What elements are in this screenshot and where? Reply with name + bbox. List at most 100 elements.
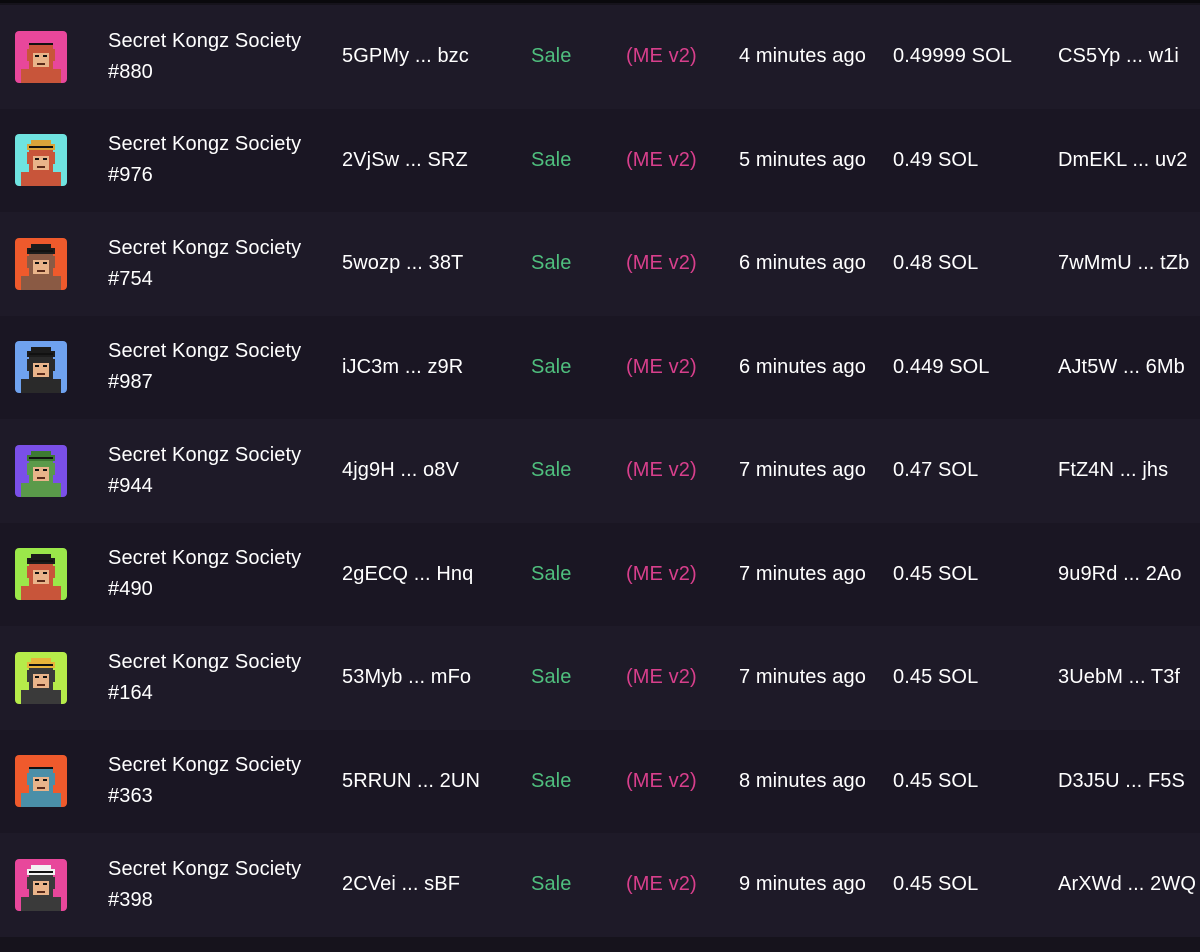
nft-thumbnail[interactable]	[15, 651, 67, 704]
transaction-signature[interactable]: 53Myb ... mFo	[342, 666, 472, 689]
transaction-signature-cell[interactable]: 53Myb ... mFo	[342, 626, 522, 730]
sale-price-cell: 0.449 SOL	[893, 316, 1033, 420]
nft-name-cell[interactable]: Secret Kongz Society #754	[108, 212, 308, 316]
buyer-address-cell[interactable]: DmEKL ... uv2	[1058, 109, 1198, 213]
table-row[interactable]: Secret Kongz Society #754 5wozp ... 38T Sa…	[0, 212, 1200, 316]
kong-nft-thumbnail-icon	[15, 444, 67, 497]
nft-name[interactable]: Secret Kongz Society #944	[108, 443, 302, 497]
table-row[interactable]: Secret Kongz Society #976 2VjSw ... SRZ Sa…	[0, 108, 1200, 213]
marketplace-label: (ME v2)	[626, 252, 697, 275]
transaction-signature[interactable]: 5wozp ... 38T	[342, 252, 464, 275]
transaction-time-cell: 6 minutes ago	[739, 212, 879, 316]
transaction-signature[interactable]: 5GPMy ... bzc	[342, 45, 469, 68]
nft-name[interactable]: Secret Kongz Society #976	[108, 133, 302, 187]
nft-name[interactable]: Secret Kongz Society #754	[108, 236, 302, 290]
transaction-signature[interactable]: 2CVei ... sBF	[342, 873, 461, 896]
marketplace-label-cell: (ME v2)	[626, 626, 726, 730]
nft-name-cell[interactable]: Secret Kongz Society #363	[108, 730, 308, 834]
nft-thumbnail[interactable]	[15, 30, 67, 83]
transaction-signature-cell[interactable]: 5GPMy ... bzc	[342, 5, 522, 109]
buyer-address-cell[interactable]: 3UebM ... T3f	[1058, 626, 1198, 730]
transaction-signature-cell[interactable]: 4jg9H ... o8V	[342, 419, 522, 523]
nft-name-cell[interactable]: Secret Kongz Society #944	[108, 419, 308, 523]
nft-name[interactable]: Secret Kongz Society #490	[108, 547, 302, 601]
buyer-address[interactable]: CS5Yp ... w1i	[1058, 45, 1179, 68]
kong-nft-thumbnail-icon	[15, 30, 67, 83]
buyer-address-cell[interactable]: AJt5W ... 6Mb	[1058, 316, 1198, 420]
buyer-address[interactable]: ArXWd ... 2WQ	[1058, 873, 1196, 896]
buyer-address[interactable]: DmEKL ... uv2	[1058, 148, 1188, 171]
table-row[interactable]: Secret Kongz Society #944 4jg9H ... o8V Sa…	[0, 419, 1200, 523]
buyer-address-cell[interactable]: 7wMmU ... tZb	[1058, 212, 1198, 316]
nft-name-cell[interactable]: Secret Kongz Society #398	[108, 833, 308, 937]
table-row[interactable]: Secret Kongz Society #987 iJC3m ... z9R Sa…	[0, 315, 1200, 420]
buyer-address-cell[interactable]: ArXWd ... 2WQ	[1058, 833, 1198, 937]
sale-price-cell: 0.45 SOL	[893, 730, 1033, 834]
nft-name[interactable]: Secret Kongz Society #987	[108, 340, 302, 394]
transaction-type-cell: Sale	[531, 109, 611, 213]
transaction-time-cell: 7 minutes ago	[739, 626, 879, 730]
transaction-signature-cell[interactable]: 2gECQ ... Hnq	[342, 523, 522, 627]
nft-thumbnail[interactable]	[15, 858, 67, 911]
transaction-time: 7 minutes ago	[739, 459, 866, 482]
transaction-signature-cell[interactable]: iJC3m ... z9R	[342, 316, 522, 420]
sale-price-cell: 0.47 SOL	[893, 419, 1033, 523]
buyer-address[interactable]: 7wMmU ... tZb	[1058, 252, 1190, 275]
transaction-type-cell: Sale	[531, 419, 611, 523]
table-row[interactable]: Secret Kongz Society #164 53Myb ... mFo Sa…	[0, 626, 1200, 730]
buyer-address-cell[interactable]: FtZ4N ... jhs	[1058, 419, 1198, 523]
sale-price-cell: 0.45 SOL	[893, 833, 1033, 937]
nft-name[interactable]: Secret Kongz Society #363	[108, 754, 302, 808]
nft-thumbnail[interactable]	[15, 548, 67, 601]
nft-name-cell[interactable]: Secret Kongz Society #164	[108, 626, 308, 730]
transaction-time-cell: 7 minutes ago	[739, 523, 879, 627]
transaction-type: Sale	[531, 45, 572, 68]
nft-thumbnail[interactable]	[15, 134, 67, 187]
sale-price: 0.49999 SOL	[893, 45, 1012, 68]
buyer-address-cell[interactable]: D3J5U ... F5S	[1058, 730, 1198, 834]
transaction-time-cell: 5 minutes ago	[739, 109, 879, 213]
buyer-address[interactable]: 3UebM ... T3f	[1058, 666, 1181, 689]
transaction-signature[interactable]: iJC3m ... z9R	[342, 355, 464, 378]
buyer-address-cell[interactable]: 9u9Rd ... 2Ao	[1058, 523, 1198, 627]
nft-name-cell[interactable]: Secret Kongz Society #976	[108, 109, 308, 213]
transaction-signature-cell[interactable]: 2CVei ... sBF	[342, 833, 522, 937]
buyer-address[interactable]: D3J5U ... F5S	[1058, 769, 1185, 792]
transaction-signature[interactable]: 2gECQ ... Hnq	[342, 562, 474, 585]
transaction-signature[interactable]: 4jg9H ... o8V	[342, 459, 459, 482]
transaction-type: Sale	[531, 666, 572, 689]
transaction-type-cell: Sale	[531, 5, 611, 109]
buyer-address[interactable]: FtZ4N ... jhs	[1058, 459, 1169, 482]
transaction-type-cell: Sale	[531, 833, 611, 937]
kong-nft-thumbnail-icon	[15, 134, 67, 187]
table-row[interactable]: Secret Kongz Society #398 2CVei ... sBF Sa…	[0, 833, 1200, 937]
sale-price-cell: 0.49 SOL	[893, 109, 1033, 213]
transaction-signature-cell[interactable]: 5wozp ... 38T	[342, 212, 522, 316]
sale-price-cell: 0.48 SOL	[893, 212, 1033, 316]
nft-thumbnail[interactable]	[15, 444, 67, 497]
nft-name[interactable]: Secret Kongz Society #398	[108, 857, 302, 911]
buyer-address[interactable]: AJt5W ... 6Mb	[1058, 355, 1185, 378]
nft-thumbnail[interactable]	[15, 341, 67, 394]
sale-price: 0.45 SOL	[893, 873, 979, 896]
transaction-time-cell: 6 minutes ago	[739, 316, 879, 420]
transaction-signature-cell[interactable]: 2VjSw ... SRZ	[342, 109, 522, 213]
nft-name-cell[interactable]: Secret Kongz Society #987	[108, 316, 308, 420]
table-row[interactable]: Secret Kongz Society #880 5GPMy ... bzc Sa…	[0, 5, 1200, 109]
sale-price: 0.47 SOL	[893, 459, 979, 482]
buyer-address[interactable]: 9u9Rd ... 2Ao	[1058, 562, 1182, 585]
nft-name-cell[interactable]: Secret Kongz Society #880	[108, 5, 308, 109]
nft-name-cell[interactable]: Secret Kongz Society #490	[108, 523, 308, 627]
nft-name[interactable]: Secret Kongz Society #164	[108, 650, 302, 704]
table-row[interactable]: Secret Kongz Society #363 5RRUN ... 2UN Sa…	[0, 729, 1200, 834]
transaction-signature[interactable]: 5RRUN ... 2UN	[342, 769, 480, 792]
transaction-signature[interactable]: 2VjSw ... SRZ	[342, 148, 468, 171]
nft-thumbnail[interactable]	[15, 755, 67, 808]
nft-name[interactable]: Secret Kongz Society #880	[108, 29, 302, 83]
transaction-type: Sale	[531, 355, 572, 378]
table-row[interactable]: Secret Kongz Society #490 2gECQ ... Hnq Sa…	[0, 522, 1200, 627]
buyer-address-cell[interactable]: CS5Yp ... w1i	[1058, 5, 1198, 109]
transaction-signature-cell[interactable]: 5RRUN ... 2UN	[342, 730, 522, 834]
nft-thumbnail[interactable]	[15, 237, 67, 290]
transaction-time: 6 minutes ago	[739, 355, 866, 378]
